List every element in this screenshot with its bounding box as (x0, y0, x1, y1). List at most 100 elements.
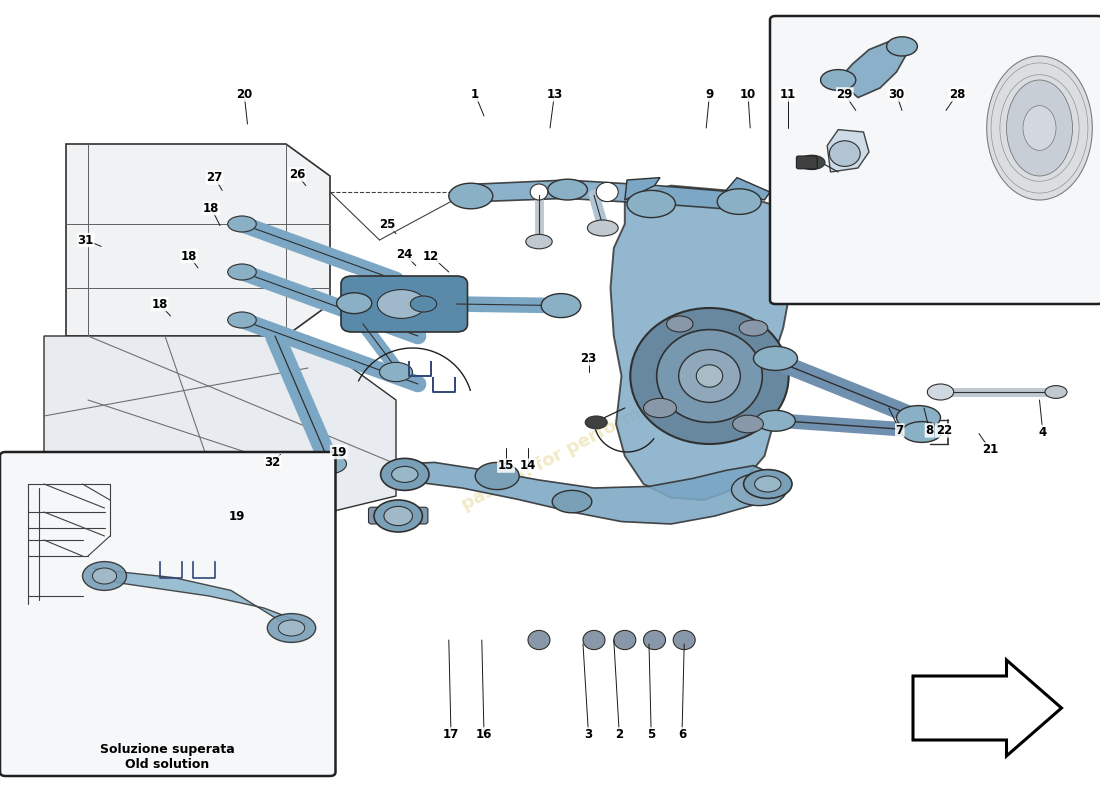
Text: 31: 31 (78, 234, 94, 246)
Ellipse shape (337, 293, 372, 314)
Polygon shape (396, 462, 770, 524)
Ellipse shape (374, 500, 422, 532)
Ellipse shape (528, 630, 550, 650)
Ellipse shape (744, 470, 792, 498)
Ellipse shape (381, 458, 429, 490)
Ellipse shape (644, 398, 676, 418)
Polygon shape (913, 660, 1062, 756)
Ellipse shape (896, 406, 940, 430)
Polygon shape (625, 178, 660, 200)
Polygon shape (838, 42, 906, 98)
Ellipse shape (614, 630, 636, 650)
Ellipse shape (667, 316, 693, 332)
Ellipse shape (987, 56, 1092, 200)
Ellipse shape (377, 290, 426, 318)
Text: 11: 11 (780, 88, 795, 101)
Ellipse shape (526, 234, 552, 249)
FancyBboxPatch shape (770, 16, 1100, 304)
Ellipse shape (583, 630, 605, 650)
FancyBboxPatch shape (368, 507, 428, 524)
Text: 16: 16 (476, 728, 492, 741)
Ellipse shape (630, 308, 789, 444)
Text: 26: 26 (289, 168, 305, 181)
Text: Soluzione superata: Soluzione superata (100, 743, 234, 756)
Ellipse shape (267, 614, 316, 642)
Text: 9: 9 (705, 88, 714, 101)
Ellipse shape (902, 422, 942, 442)
Ellipse shape (548, 179, 587, 200)
Polygon shape (44, 336, 396, 544)
Ellipse shape (1006, 80, 1072, 176)
Ellipse shape (228, 264, 256, 280)
Polygon shape (66, 144, 330, 336)
FancyBboxPatch shape (341, 276, 468, 332)
Ellipse shape (799, 155, 825, 170)
Ellipse shape (755, 476, 781, 492)
Polygon shape (610, 186, 792, 500)
Text: 24: 24 (397, 248, 412, 261)
Ellipse shape (228, 312, 256, 328)
Ellipse shape (384, 506, 412, 526)
Text: 21: 21 (982, 443, 998, 456)
FancyBboxPatch shape (0, 452, 336, 776)
Ellipse shape (673, 630, 695, 650)
Ellipse shape (587, 220, 618, 236)
Text: 10: 10 (740, 88, 756, 101)
Ellipse shape (585, 416, 607, 429)
Ellipse shape (679, 350, 740, 402)
Ellipse shape (821, 70, 856, 90)
Text: 18: 18 (182, 250, 197, 262)
Ellipse shape (541, 294, 581, 318)
Text: 1: 1 (471, 88, 480, 101)
Ellipse shape (657, 330, 762, 422)
Ellipse shape (717, 189, 761, 214)
Text: 30: 30 (889, 88, 904, 101)
Ellipse shape (627, 190, 675, 218)
Ellipse shape (278, 620, 305, 636)
Text: 14: 14 (520, 459, 536, 472)
Text: 12: 12 (424, 250, 439, 262)
Text: 19: 19 (229, 510, 244, 522)
Ellipse shape (596, 182, 618, 202)
Polygon shape (462, 180, 750, 210)
Text: Old solution: Old solution (125, 758, 209, 771)
Ellipse shape (410, 296, 437, 312)
Text: 18: 18 (204, 202, 219, 214)
Ellipse shape (449, 183, 493, 209)
Text: 19: 19 (331, 446, 346, 458)
Ellipse shape (696, 365, 723, 387)
Ellipse shape (379, 362, 412, 382)
Ellipse shape (314, 454, 346, 474)
Text: 22: 22 (936, 424, 952, 437)
Ellipse shape (887, 37, 917, 56)
Text: 5: 5 (647, 728, 656, 741)
Ellipse shape (733, 415, 763, 433)
Text: 18: 18 (152, 298, 167, 310)
Ellipse shape (392, 466, 418, 482)
Ellipse shape (82, 562, 126, 590)
Text: 3: 3 (584, 728, 593, 741)
Text: 15: 15 (498, 459, 514, 472)
Ellipse shape (475, 462, 519, 490)
Ellipse shape (552, 490, 592, 513)
FancyBboxPatch shape (796, 156, 817, 169)
Polygon shape (94, 568, 306, 628)
Ellipse shape (92, 568, 117, 584)
Text: 32: 32 (265, 456, 280, 469)
Text: 25: 25 (379, 218, 395, 230)
Ellipse shape (829, 141, 860, 166)
Ellipse shape (756, 410, 795, 431)
Ellipse shape (732, 474, 786, 506)
Text: 6: 6 (678, 728, 686, 741)
Ellipse shape (754, 346, 798, 370)
Text: 13: 13 (547, 88, 562, 101)
Text: 17: 17 (443, 728, 459, 741)
Text: 28: 28 (949, 88, 965, 101)
Text: 8: 8 (925, 424, 934, 437)
Ellipse shape (228, 216, 256, 232)
Ellipse shape (739, 320, 768, 336)
Text: passion for performance: passion for performance (459, 382, 685, 514)
Text: 29: 29 (837, 88, 852, 101)
Text: 7: 7 (895, 424, 904, 437)
Ellipse shape (644, 630, 666, 650)
